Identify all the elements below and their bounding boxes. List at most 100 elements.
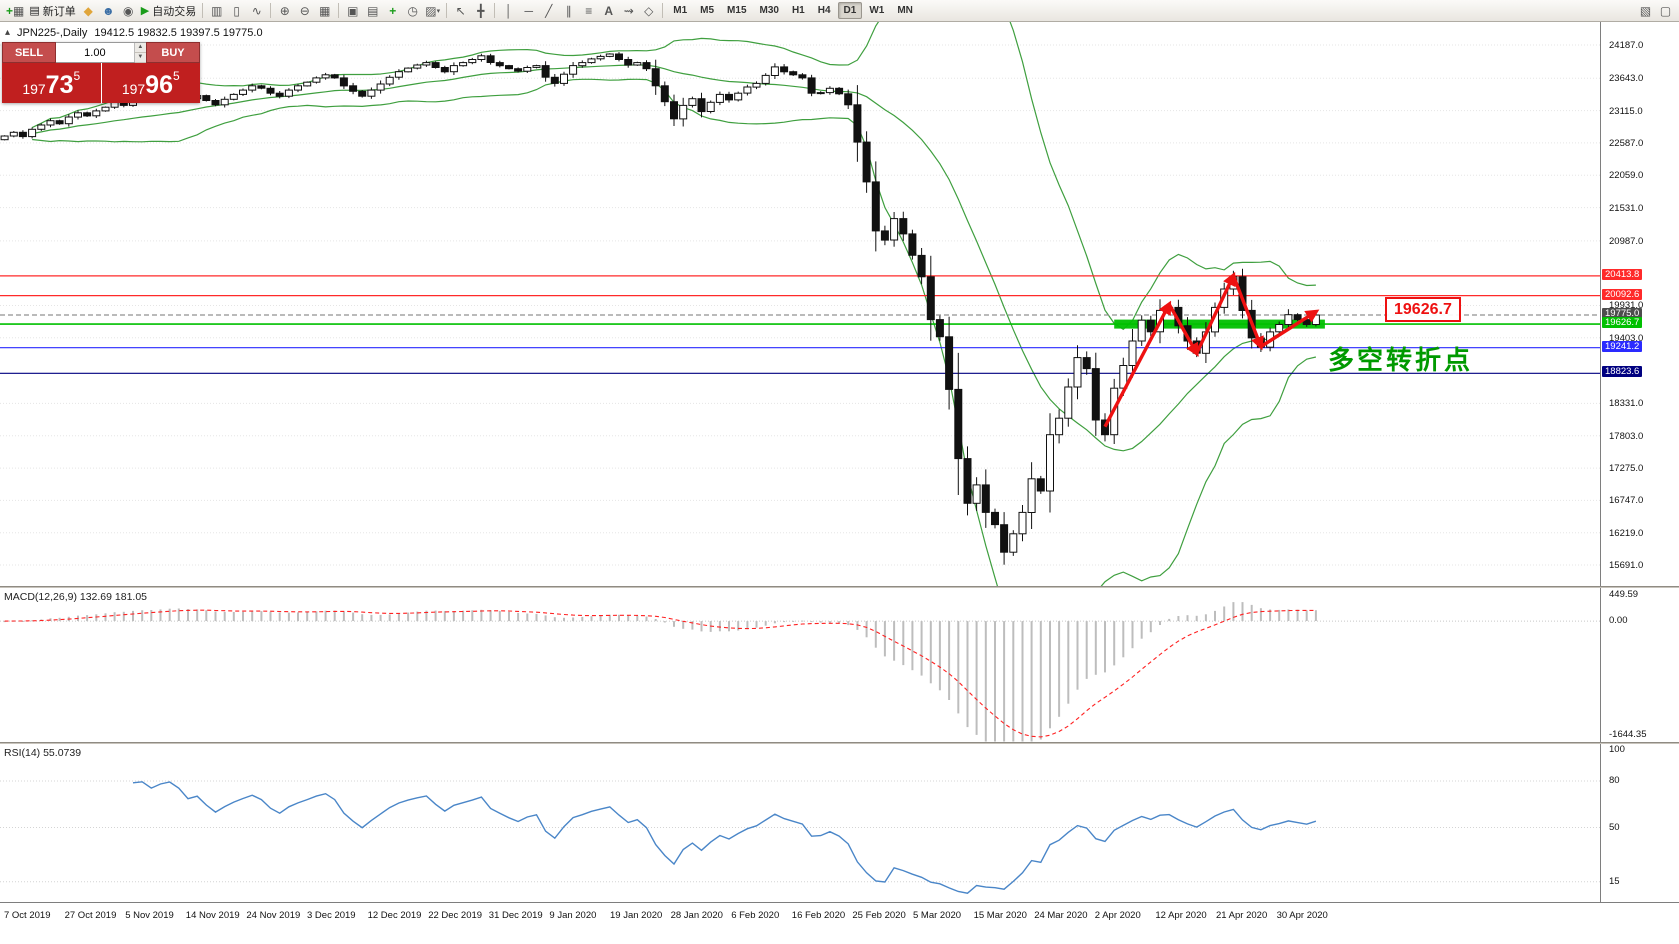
toolbar-separator — [270, 3, 272, 18]
time-axis[interactable]: 7 Oct 2019 27 Oct 2019 5 Nov 2019 14 Nov 20… — [0, 902, 1679, 944]
macd-scale-min: -1644.35 — [1609, 729, 1647, 740]
date-label: 5 Nov 2019 — [125, 910, 174, 921]
macd-scale-max: 449.59 — [1609, 589, 1639, 600]
rsi-scale-tick: 100 — [1609, 744, 1625, 755]
volume-down-button[interactable]: ▼ — [134, 53, 146, 63]
signals-icon[interactable]: ◉ — [123, 3, 134, 18]
vertical-line-icon[interactable]: │ — [504, 3, 513, 18]
quote-header: ▴ JPN225-,Daily 19412.5 19832.5 19397.5 … — [5, 27, 263, 39]
volume-up-button[interactable]: ▲ — [134, 43, 146, 53]
cascade-icon[interactable]: ▣ — [347, 3, 359, 18]
text-icon[interactable]: A — [604, 3, 614, 18]
profile-icon[interactable]: ☻ — [101, 3, 115, 18]
fibonacci-icon[interactable]: ≡ — [585, 3, 593, 18]
date-label: 7 Oct 2019 — [4, 910, 51, 921]
macd-axis[interactable]: 449.59 0.00 -1644.35 — [1600, 588, 1679, 742]
price-tick: 21531.0 — [1609, 202, 1644, 214]
add-indicator-icon[interactable]: + — [389, 3, 397, 18]
date-label: 24 Nov 2019 — [246, 910, 301, 921]
timeframe-h4[interactable]: H4 — [817, 5, 831, 16]
toolbar-separator — [202, 3, 204, 18]
date-label: 14 Nov 2019 — [185, 910, 240, 921]
rsi-chart[interactable] — [0, 744, 1600, 902]
toolbar-separator — [494, 3, 496, 18]
buy-price[interactable]: 197 96 5 — [101, 63, 200, 103]
buy-button[interactable]: BUY — [146, 42, 200, 63]
autotrading-button[interactable]: ▶ 自动交易 — [139, 2, 198, 20]
new-chart-icon[interactable]: + ▦ — [6, 3, 25, 18]
price-digits: 5 — [73, 69, 81, 83]
trade-buttons-row: SELL ▲ ▼ BUY — [2, 42, 200, 63]
arrange-icon[interactable]: ▤ — [367, 3, 379, 18]
panel-splitter[interactable] — [0, 742, 1679, 744]
price-tick: 22587.0 — [1609, 137, 1644, 149]
date-label: 5 Mar 2020 — [913, 910, 962, 921]
shapes-icon[interactable]: ◇ — [644, 3, 654, 18]
timeframe-h1[interactable]: H1 — [791, 5, 805, 16]
volume-input[interactable] — [56, 43, 134, 62]
panel-splitter[interactable] — [0, 586, 1679, 588]
level-price-label[interactable]: 19626.7 — [1385, 297, 1461, 322]
main-chart[interactable] — [0, 22, 1600, 586]
crosshair-icon[interactable]: ╋ — [477, 3, 485, 18]
price-digits: 197 — [121, 81, 146, 97]
price-tick: 16219.0 — [1609, 527, 1644, 539]
new-order-label: 新订单 — [42, 5, 76, 18]
timeframe-w1[interactable]: W1 — [869, 5, 885, 16]
zoom-out-icon[interactable]: ⊖ — [299, 3, 310, 18]
timeframe-d1[interactable]: D1 — [837, 2, 863, 19]
order-icon: ▤ — [29, 5, 40, 17]
timeframe-m5[interactable]: M5 — [700, 5, 715, 16]
zoom-in-icon[interactable]: ⊕ — [279, 3, 290, 18]
pointer-icon[interactable]: ▢ — [1659, 3, 1672, 18]
bar-chart-icon[interactable]: ▥ — [211, 3, 223, 18]
turning-point-annotation[interactable]: 多空转折点 — [1328, 345, 1474, 375]
mql-community-icon[interactable]: ◆ — [83, 3, 93, 18]
new-order-button[interactable]: ▤ 新订单 — [27, 2, 77, 20]
chart-icon: ▴ — [5, 27, 11, 38]
main-chart-pane[interactable]: ▴ JPN225-,Daily 19412.5 19832.5 19397.5 … — [0, 22, 1600, 586]
price-axis[interactable]: 24187.0 23643.0 23115.0 22587.0 22059.0 21531… — [1600, 22, 1679, 586]
price-badge: 18823.6 — [1602, 366, 1643, 378]
date-label: 6 Feb 2020 — [731, 910, 780, 921]
line-chart-icon[interactable]: ∿ — [251, 3, 262, 18]
rsi-pane[interactable]: RSI(14) 55.0739 — [0, 744, 1600, 902]
candlestick-icon[interactable]: ▯ — [233, 3, 241, 18]
horizontal-line-icon[interactable]: ─ — [524, 3, 533, 18]
rsi-axis[interactable]: 100 80 50 15 — [1600, 744, 1679, 902]
channel-icon[interactable]: ∥ — [565, 3, 572, 18]
timeframe-m1[interactable]: M1 — [673, 5, 688, 16]
date-label: 12 Dec 2019 — [367, 910, 422, 921]
volume-box: ▲ ▼ — [56, 42, 146, 63]
price-tick: 22059.0 — [1609, 170, 1644, 182]
macd-pane[interactable]: MACD(12,26,9) 132.69 181.05 — [0, 588, 1600, 742]
sell-price[interactable]: 197 73 5 — [2, 63, 101, 103]
cursor-icon[interactable]: ↖ — [455, 3, 466, 18]
date-label: 9 Jan 2020 — [549, 910, 597, 921]
timeframe-m30[interactable]: M30 — [759, 5, 779, 16]
price-tick: 20987.0 — [1609, 235, 1644, 247]
templates-icon[interactable]: ▨ ▾ — [425, 3, 441, 18]
autotrading-label: 自动交易 — [152, 5, 197, 18]
macd-chart[interactable] — [0, 588, 1600, 742]
timeframe-mn[interactable]: MN — [897, 5, 913, 16]
timeframe-m15[interactable]: M15 — [727, 5, 747, 16]
tile-windows-icon[interactable]: ▦ — [319, 3, 331, 18]
price-badge: 20092.6 — [1602, 288, 1643, 300]
rsi-scale-tick: 15 — [1609, 875, 1620, 887]
price-tick: 23115.0 — [1609, 105, 1643, 117]
price-tick: 19931.0 — [1609, 300, 1644, 312]
arrows-icon[interactable]: ⇝ — [623, 3, 634, 18]
grid-icon[interactable]: ▧ — [1639, 3, 1652, 18]
period-icon[interactable]: ◷ — [407, 3, 418, 18]
sell-button[interactable]: SELL — [2, 42, 56, 63]
trendline-icon[interactable]: ╱ — [545, 3, 553, 18]
price-tick: 23643.0 — [1609, 73, 1644, 85]
date-label: 24 Mar 2020 — [1034, 910, 1088, 921]
price-tick: 17803.0 — [1609, 430, 1644, 442]
trade-prices-row: 197 73 5 197 96 5 — [2, 63, 200, 103]
price-tick: 17275.0 — [1609, 463, 1644, 475]
price-tick: 19403.0 — [1609, 332, 1644, 344]
date-label: 16 Feb 2020 — [791, 910, 846, 921]
